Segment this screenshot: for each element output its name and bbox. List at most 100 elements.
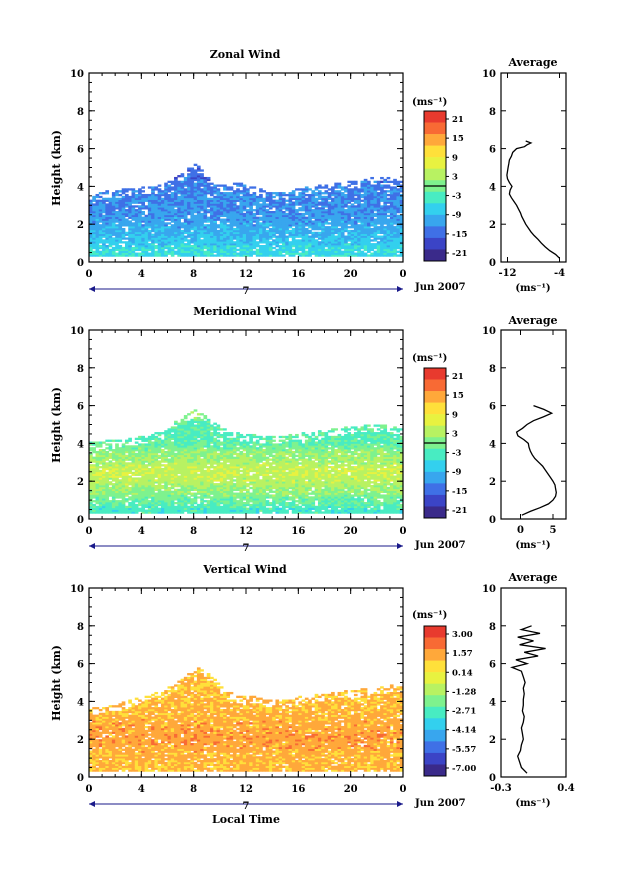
heatmap-cell [177, 216, 181, 219]
heatmap-cell [180, 441, 185, 444]
heatmap-cell [357, 216, 361, 219]
heatmap-cell [157, 484, 162, 488]
heatmap-cell [154, 188, 159, 191]
heatmap-cell [102, 466, 106, 469]
heatmap-cell [232, 192, 237, 195]
heatmap-cell [157, 212, 162, 216]
heatmap-cell [89, 227, 93, 231]
heatmap-cell [353, 244, 358, 248]
heatmap-cell [265, 241, 270, 244]
heatmap-cell [367, 239, 371, 242]
heatmap-cell [164, 439, 168, 442]
heatmap-cell [242, 231, 247, 235]
heatmap-cell [203, 507, 208, 510]
heatmap-cell [291, 209, 296, 212]
heatmap-cell [223, 205, 227, 208]
heatmap-cell [295, 199, 299, 202]
heatmap-cell [180, 180, 185, 184]
heatmap-cell [174, 420, 178, 424]
heatmap-cell [174, 237, 178, 240]
heatmap-cell [206, 199, 211, 202]
heatmap-cell [131, 473, 136, 476]
heatmap-cell [327, 209, 332, 212]
heatmap-cell [128, 498, 132, 501]
x-axis: 0 4 8 12 16 20 0 [86, 73, 407, 280]
heatmap-cell [337, 195, 342, 199]
heatmap-cell [157, 441, 162, 444]
heatmap-cell [193, 452, 198, 456]
heatmap-cell [357, 195, 361, 199]
heatmap-cell [131, 509, 136, 512]
heatmap-cell [183, 432, 188, 435]
heatmap-cell [92, 473, 96, 476]
heatmap-cell [265, 243, 270, 246]
heatmap-cell [164, 192, 168, 195]
heatmap-cell [367, 224, 371, 227]
heatmap-cell [144, 483, 149, 486]
heatmap-cell [340, 239, 345, 242]
heatmap-cell [118, 456, 123, 459]
heatmap-cell [272, 192, 276, 195]
heatmap-cell [134, 467, 139, 471]
heatmap-cell [157, 188, 162, 191]
heatmap-cell [242, 237, 247, 240]
heatmap-cell [105, 203, 110, 206]
heatmap-cell [200, 505, 204, 509]
heatmap-cell [291, 243, 296, 246]
heatmap-cell [187, 447, 191, 450]
heatmap-cell [386, 197, 391, 201]
heatmap-cell [353, 186, 358, 189]
heatmap-cell [200, 226, 204, 229]
heatmap-cell [278, 210, 283, 214]
heatmap-cell [226, 252, 231, 255]
heatmap-cell [249, 218, 253, 221]
heatmap-cell [357, 248, 361, 252]
heatmap-cell [265, 195, 270, 199]
heatmap-cell [268, 224, 273, 227]
heatmap-cell [124, 210, 129, 214]
heatmap-cell [115, 477, 119, 480]
heatmap-cell [124, 488, 129, 492]
heatmap-cell [203, 224, 208, 227]
heatmap-cell [128, 445, 132, 448]
heatmap-cell [128, 237, 132, 240]
heatmap-cell [102, 475, 106, 478]
heatmap-cell [95, 210, 100, 214]
heatmap-cell [213, 226, 217, 229]
heatmap-cell [265, 212, 270, 216]
heatmap-cell [134, 205, 139, 208]
heatmap-cell [206, 190, 211, 193]
heatmap-cell [334, 222, 338, 225]
heatmap-cell [206, 418, 211, 422]
heatmap-cell [111, 464, 116, 467]
heatmap-cell [144, 226, 149, 229]
heatmap-cell [236, 195, 240, 199]
heatmap-cell [229, 248, 234, 252]
heatmap-cell [226, 250, 231, 253]
heatmap-cell [255, 218, 260, 221]
heatmap-cell [134, 441, 139, 444]
heatmap-cell [347, 209, 352, 212]
heatmap-cell [232, 237, 237, 240]
heatmap-cell [259, 209, 263, 212]
heatmap-cell [210, 199, 214, 202]
heatmap-cell [386, 209, 391, 212]
heatmap-cell [167, 501, 172, 505]
heatmap-cell [376, 231, 381, 235]
heatmap-cell [174, 494, 178, 497]
heatmap-cell [167, 180, 172, 184]
heatmap-cell [144, 449, 149, 452]
heatmap-cell [262, 252, 267, 255]
heatmap-cell [183, 441, 188, 444]
heatmap-cell [262, 244, 267, 248]
heatmap-cell [98, 483, 103, 486]
heatmap-cell [272, 243, 276, 246]
heatmap-cell [242, 186, 247, 189]
heatmap-cell [160, 486, 165, 490]
heatmap-cell [196, 178, 201, 182]
heatmap-cell [151, 220, 155, 223]
heatmap-cell [331, 248, 335, 252]
heatmap-cell [255, 229, 260, 233]
heatmap-cell [187, 229, 191, 233]
heatmap-cell [298, 197, 303, 201]
